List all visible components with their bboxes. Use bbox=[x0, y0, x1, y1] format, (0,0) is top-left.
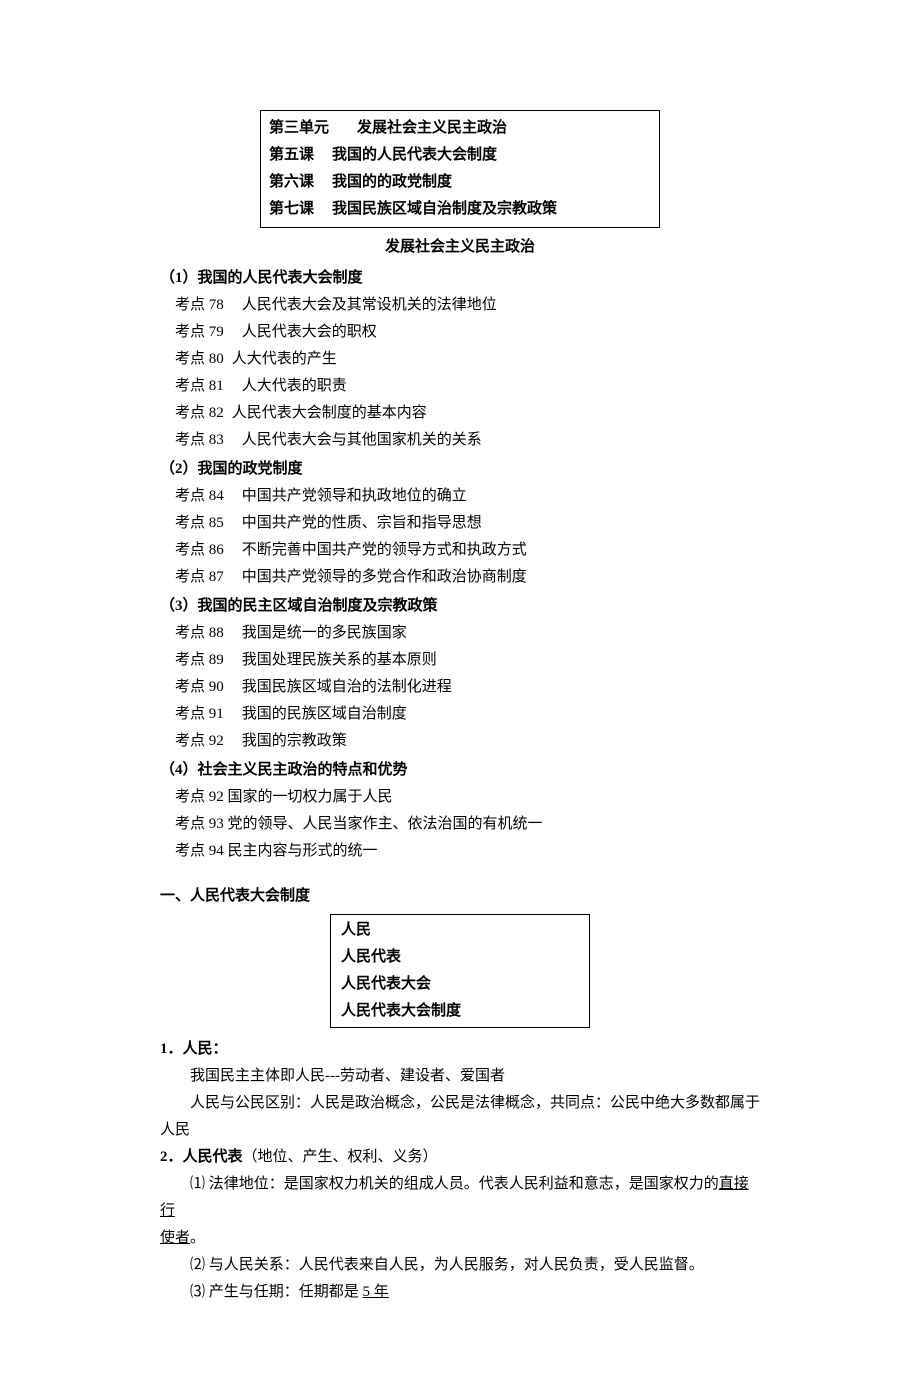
kaodian-text: 中国共产党领导的多党合作和政治协商制度 bbox=[242, 569, 527, 585]
kaodian-text: 人民代表大会的职权 bbox=[242, 324, 377, 340]
para2-line3-underline: 5 年 bbox=[363, 1284, 389, 1300]
kaodian-label: 考点 88 bbox=[175, 620, 224, 647]
kaodian-row: 考点 79 人民代表大会的职权 bbox=[160, 319, 760, 346]
kaodian-text: 我国的宗教政策 bbox=[242, 733, 347, 749]
kaodian-label: 考点 81 bbox=[175, 373, 224, 400]
kaodian-label: 考点 83 bbox=[175, 427, 224, 454]
kaodian-text: 国家的一切权力属于人民 bbox=[228, 789, 393, 805]
concept-line: 人民 bbox=[341, 917, 579, 944]
lesson7-label: 第七课 bbox=[269, 201, 314, 217]
kaodian-row: 考点 94 民主内容与形式的统一 bbox=[160, 838, 760, 865]
para2-line3-text: ⑶ 产生与任期：任期都是 bbox=[190, 1284, 363, 1300]
kaodian-label: 考点 78 bbox=[175, 292, 224, 319]
kaodian-row: 考点 87 中国共产党领导的多党合作和政治协商制度 bbox=[160, 564, 760, 591]
lesson6-label: 第六课 bbox=[269, 174, 314, 190]
kaodian-row: 考点 84 中国共产党领导和执政地位的确立 bbox=[160, 483, 760, 510]
kaodian-text: 党的领导、人民当家作主、依法治国的有机统一 bbox=[228, 816, 543, 832]
kaodian-row: 考点 92 国家的一切权力属于人民 bbox=[160, 784, 760, 811]
para2-head-paren: （地位、产生、权利、义务） bbox=[243, 1149, 438, 1165]
kaodian-row: 考点 92 我国的宗教政策 bbox=[160, 728, 760, 755]
para2-line1-text: ⑴ 法律地位：是国家权力机关的组成人员。代表人民利益和意志，是国家权力的 bbox=[190, 1176, 719, 1192]
kaodian-row: 考点 78 人民代表大会及其常设机关的法律地位 bbox=[160, 292, 760, 319]
lesson7-title: 我国民族区域自治制度及宗教政策 bbox=[332, 201, 557, 217]
lesson5-label: 第五课 bbox=[269, 147, 314, 163]
concept-box: 人民 人民代表 人民代表大会 人民代表大会制度 bbox=[330, 914, 590, 1028]
para1-head: 1．人民： bbox=[160, 1036, 760, 1063]
section2-head: （2）我国的政党制度 bbox=[160, 456, 760, 483]
heading-1: 一、人民代表大会制度 bbox=[160, 883, 760, 910]
kaodian-label: 考点 92 bbox=[175, 728, 224, 755]
kaodian-label: 考点 94 bbox=[175, 838, 224, 865]
kaodian-label: 考点 89 bbox=[175, 647, 224, 674]
kaodian-row: 考点 80 人大代表的产生 bbox=[160, 346, 760, 373]
para1-line1: 我国民主主体即人民---劳动者、建设者、爱国者 bbox=[160, 1063, 760, 1090]
kaodian-text: 人大代表的产生 bbox=[232, 351, 337, 367]
kaodian-text: 人民代表大会与其他国家机关的关系 bbox=[242, 432, 482, 448]
kaodian-row: 考点 88 我国是统一的多民族国家 bbox=[160, 620, 760, 647]
kaodian-text: 民主内容与形式的统一 bbox=[228, 843, 378, 859]
para2-line1-period: 。 bbox=[190, 1230, 205, 1246]
kaodian-text: 我国是统一的多民族国家 bbox=[242, 625, 407, 641]
kaodian-label: 考点 80 bbox=[175, 346, 224, 373]
kaodian-text: 我国处理民族关系的基本原则 bbox=[242, 652, 437, 668]
kaodian-text: 人大代表的职责 bbox=[242, 378, 347, 394]
kaodian-row: 考点 93 党的领导、人民当家作主、依法治国的有机统一 bbox=[160, 811, 760, 838]
kaodian-row: 考点 83 人民代表大会与其他国家机关的关系 bbox=[160, 427, 760, 454]
para2-line2: ⑵ 与人民关系：人民代表来自人民，为人民服务，对人民负责，受人民监督。 bbox=[160, 1252, 760, 1279]
kaodian-label: 考点 93 bbox=[175, 811, 224, 838]
kaodian-text: 中国共产党领导和执政地位的确立 bbox=[242, 488, 467, 504]
para2-line1-cont: 使者。 bbox=[160, 1225, 760, 1252]
kaodian-row: 考点 81 人大代表的职责 bbox=[160, 373, 760, 400]
kaodian-text: 不断完善中国共产党的领导方式和执政方式 bbox=[242, 542, 527, 558]
kaodian-text: 人民代表大会制度的基本内容 bbox=[232, 405, 427, 421]
para1-line2b: 人民 bbox=[160, 1117, 760, 1144]
kaodian-label: 考点 90 bbox=[175, 674, 224, 701]
kaodian-label: 考点 84 bbox=[175, 483, 224, 510]
para2-line1-underline2: 使者 bbox=[160, 1230, 190, 1246]
para2-head-bold: 2．人民代表 bbox=[160, 1149, 243, 1165]
kaodian-row: 考点 90 我国民族区域自治的法制化进程 bbox=[160, 674, 760, 701]
concept-line: 人民代表 bbox=[341, 944, 579, 971]
kaodian-text: 我国的民族区域自治制度 bbox=[242, 706, 407, 722]
concept-line: 人民代表大会制度 bbox=[341, 998, 579, 1025]
lesson5-title: 我国的人民代表大会制度 bbox=[332, 147, 497, 163]
kaodian-text: 我国民族区域自治的法制化进程 bbox=[242, 679, 452, 695]
kaodian-label: 考点 82 bbox=[175, 400, 224, 427]
section3-head: （3）我国的民主区域自治制度及宗教政策 bbox=[160, 593, 760, 620]
concept-line: 人民代表大会 bbox=[341, 971, 579, 998]
kaodian-text: 人民代表大会及其常设机关的法律地位 bbox=[242, 297, 497, 313]
lesson6-title: 我国的的政党制度 bbox=[332, 174, 452, 190]
section4-head: （4）社会主义民主政治的特点和优势 bbox=[160, 757, 760, 784]
kaodian-label: 考点 86 bbox=[175, 537, 224, 564]
para2-head: 2．人民代表（地位、产生、权利、义务） bbox=[160, 1144, 760, 1171]
header-box: 第三单元 发展社会主义民主政治 第五课 我国的人民代表大会制度 第六课 我国的的政党制… bbox=[260, 110, 660, 228]
unit-title: 发展社会主义民主政治 bbox=[357, 120, 507, 136]
kaodian-label: 考点 85 bbox=[175, 510, 224, 537]
kaodian-label: 考点 87 bbox=[175, 564, 224, 591]
kaodian-row: 考点 82 人民代表大会制度的基本内容 bbox=[160, 400, 760, 427]
para2-line1: ⑴ 法律地位：是国家权力机关的组成人员。代表人民利益和意志，是国家权力的直接行 bbox=[160, 1171, 760, 1225]
kaodian-text: 中国共产党的性质、宗旨和指导思想 bbox=[242, 515, 482, 531]
center-title: 发展社会主义民主政治 bbox=[160, 234, 760, 261]
kaodian-row: 考点 89 我国处理民族关系的基本原则 bbox=[160, 647, 760, 674]
section1-head: （1）我国的人民代表大会制度 bbox=[160, 265, 760, 292]
unit-label: 第三单元 bbox=[269, 120, 329, 136]
kaodian-label: 考点 91 bbox=[175, 701, 224, 728]
kaodian-row: 考点 85 中国共产党的性质、宗旨和指导思想 bbox=[160, 510, 760, 537]
kaodian-label: 考点 92 bbox=[175, 784, 224, 811]
kaodian-row: 考点 86 不断完善中国共产党的领导方式和执政方式 bbox=[160, 537, 760, 564]
para1-line2a: 人民与公民区别：人民是政治概念，公民是法律概念，共同点：公民中绝大多数都属于 bbox=[160, 1090, 760, 1117]
kaodian-label: 考点 79 bbox=[175, 319, 224, 346]
kaodian-row: 考点 91 我国的民族区域自治制度 bbox=[160, 701, 760, 728]
